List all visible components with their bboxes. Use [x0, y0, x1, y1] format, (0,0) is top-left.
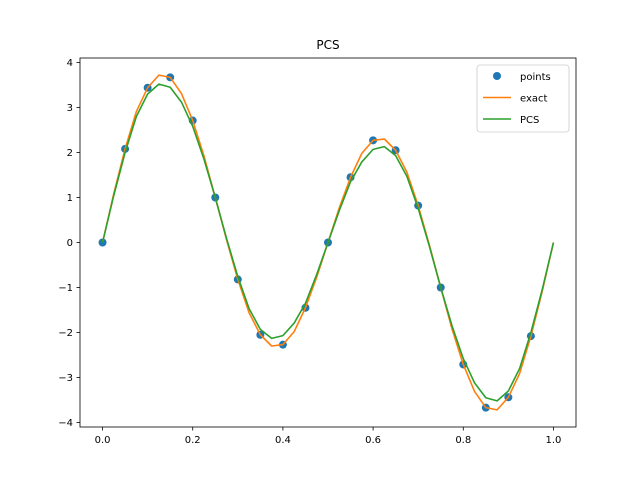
legend: points exact PCS — [476, 64, 570, 133]
legend-item: exact — [483, 94, 548, 105]
y-tick-label: 3 — [67, 103, 73, 114]
y-tick-label: 1 — [67, 193, 73, 204]
x-tick-label: 0.2 — [185, 435, 201, 446]
y-tick-label: 2 — [67, 148, 73, 159]
x-tick-label: 1.0 — [546, 435, 562, 446]
y-tick-label: −4 — [58, 418, 73, 429]
y-tick-label: −1 — [58, 283, 73, 294]
x-tick-label: 0.4 — [275, 435, 291, 446]
x-tick-label: 0.0 — [95, 435, 111, 446]
plot-area — [98, 73, 555, 412]
y-tick-label: 0 — [67, 238, 73, 249]
x-tick-label: 0.8 — [455, 435, 471, 446]
y-tick-label: 4 — [67, 58, 73, 69]
legend-box — [476, 64, 570, 133]
legend-label: exact — [520, 94, 548, 105]
series-points — [98, 73, 535, 412]
legend-label: points — [520, 72, 551, 83]
x-axis: 0.0 0.2 0.4 0.6 0.8 1.0 — [95, 427, 562, 446]
y-tick-label: −2 — [58, 328, 73, 339]
y-tick-label: −3 — [58, 373, 73, 384]
series-line-pcs — [101, 83, 555, 402]
legend-marker — [493, 72, 501, 80]
legend-label: PCS — [520, 115, 539, 126]
x-tick-label: 0.6 — [365, 435, 381, 446]
legend-item: PCS — [483, 115, 539, 126]
chart-title: PCS — [316, 38, 339, 52]
data-point — [98, 238, 107, 247]
y-axis: −4 −3 −2 −1 0 1 2 3 4 — [58, 58, 80, 429]
legend-item: points — [493, 72, 551, 83]
